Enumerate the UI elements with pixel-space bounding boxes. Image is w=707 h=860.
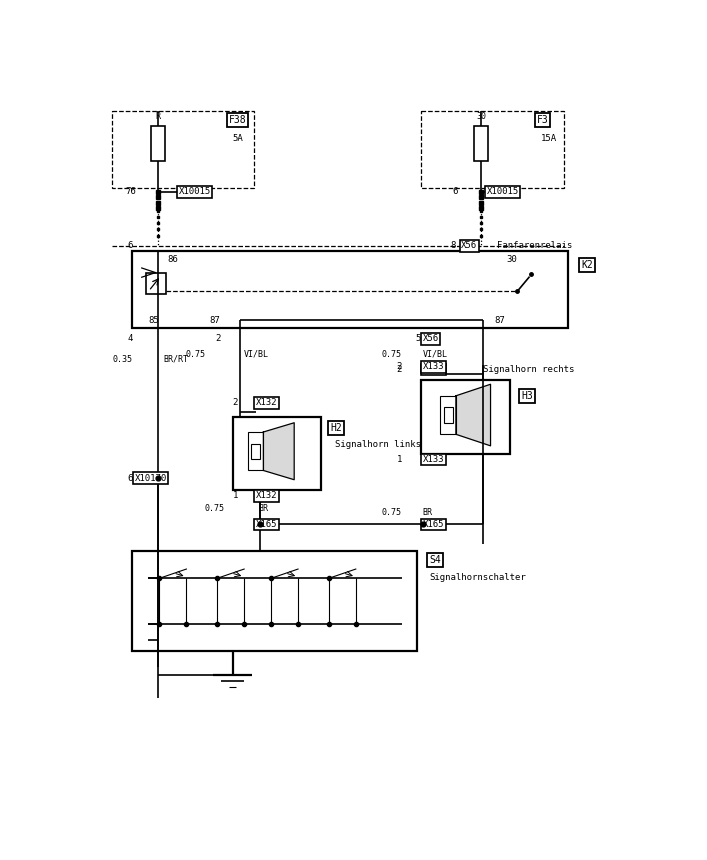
- Text: 30: 30: [506, 255, 517, 264]
- Bar: [112, 111, 254, 187]
- Text: X133: X133: [423, 455, 444, 464]
- Text: X165: X165: [256, 520, 277, 529]
- Bar: [248, 432, 264, 470]
- Text: 30: 30: [477, 113, 486, 121]
- Text: 1: 1: [233, 491, 238, 501]
- Text: Signalhorn rechts: Signalhorn rechts: [483, 365, 574, 374]
- Text: 2: 2: [233, 398, 238, 408]
- Bar: [474, 126, 489, 161]
- Text: X133: X133: [423, 365, 444, 374]
- Text: Signalhornschalter: Signalhornschalter: [429, 573, 526, 582]
- Text: X132: X132: [256, 398, 277, 408]
- Text: X132: X132: [256, 491, 277, 501]
- Text: H2: H2: [330, 423, 342, 433]
- Text: Fanfarenrelais: Fanfarenrelais: [497, 241, 572, 250]
- Text: 5A: 5A: [233, 134, 243, 143]
- Text: X165: X165: [423, 520, 444, 529]
- Text: H3: H3: [521, 390, 533, 401]
- Bar: [132, 251, 568, 328]
- Text: 6: 6: [127, 474, 132, 482]
- Bar: [440, 396, 456, 434]
- Text: 2: 2: [397, 365, 402, 374]
- Text: BR: BR: [423, 508, 433, 518]
- Bar: [443, 408, 452, 423]
- Text: K2: K2: [581, 260, 593, 270]
- Bar: [132, 551, 417, 651]
- Text: 0.75: 0.75: [382, 508, 402, 518]
- Text: 15A: 15A: [541, 134, 556, 143]
- Text: X56: X56: [423, 335, 439, 343]
- Text: 6: 6: [127, 241, 132, 250]
- Text: 2: 2: [216, 335, 221, 343]
- Text: 0.75: 0.75: [205, 504, 225, 513]
- Text: 1: 1: [397, 455, 402, 464]
- Polygon shape: [456, 384, 491, 445]
- Text: X133: X133: [423, 362, 444, 372]
- Text: BR/RT: BR/RT: [163, 355, 188, 364]
- Text: 2: 2: [397, 362, 402, 372]
- Text: X10170: X10170: [135, 474, 167, 482]
- Text: F38: F38: [229, 115, 246, 126]
- Text: BR: BR: [258, 504, 268, 513]
- Text: X10015: X10015: [486, 187, 519, 196]
- Text: 0.35: 0.35: [112, 355, 132, 364]
- Bar: [421, 380, 510, 453]
- Text: S4: S4: [429, 556, 440, 565]
- Text: 0.75: 0.75: [186, 350, 206, 359]
- Text: 4: 4: [127, 335, 132, 343]
- Polygon shape: [264, 423, 294, 480]
- Text: VI/BL: VI/BL: [244, 350, 269, 359]
- Text: 6: 6: [452, 187, 458, 196]
- Text: VI/BL: VI/BL: [423, 350, 448, 359]
- Text: 76: 76: [126, 187, 136, 196]
- Text: 86: 86: [167, 255, 178, 264]
- Text: 8: 8: [450, 241, 456, 250]
- Text: F3: F3: [537, 115, 549, 126]
- Text: 87: 87: [209, 316, 221, 325]
- Bar: [251, 444, 260, 459]
- Text: 0.75: 0.75: [382, 350, 402, 359]
- Text: 5: 5: [416, 335, 421, 343]
- Bar: [146, 273, 165, 294]
- Text: 85: 85: [148, 316, 158, 325]
- Text: X56: X56: [461, 241, 477, 250]
- Text: X10015: X10015: [179, 187, 211, 196]
- Bar: [233, 416, 321, 489]
- Text: R: R: [156, 113, 160, 121]
- Bar: [151, 126, 165, 161]
- Bar: [421, 111, 563, 187]
- Text: 87: 87: [494, 316, 505, 325]
- Text: Signalhorn links: Signalhorn links: [335, 439, 421, 449]
